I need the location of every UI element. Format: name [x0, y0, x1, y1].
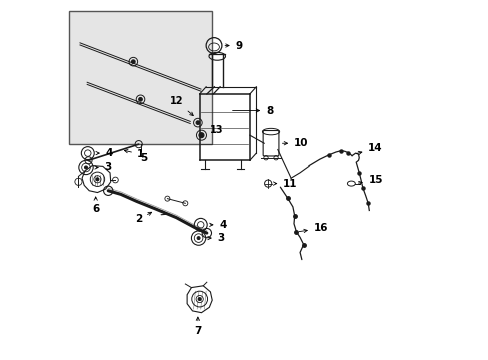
Text: 11: 11 [273, 179, 297, 189]
Text: 1: 1 [124, 149, 144, 159]
Text: 10: 10 [282, 138, 308, 148]
Text: 15: 15 [358, 175, 382, 185]
Text: 5: 5 [140, 153, 147, 163]
Text: 4: 4 [209, 220, 226, 230]
Circle shape [84, 166, 87, 169]
Text: 3: 3 [207, 233, 224, 243]
Text: 13: 13 [210, 125, 224, 135]
Text: 4: 4 [96, 148, 113, 158]
Circle shape [198, 298, 201, 301]
Text: 9: 9 [224, 41, 242, 50]
Circle shape [139, 98, 142, 101]
Text: 6: 6 [92, 197, 99, 215]
Text: 16: 16 [299, 224, 327, 233]
Circle shape [196, 121, 199, 125]
Text: 8: 8 [232, 105, 273, 116]
Text: 7: 7 [194, 317, 201, 336]
Text: 12: 12 [170, 96, 193, 116]
Circle shape [96, 178, 99, 181]
Circle shape [131, 60, 135, 63]
FancyBboxPatch shape [69, 12, 212, 144]
Circle shape [197, 237, 200, 239]
Text: 2: 2 [135, 212, 151, 224]
Text: 14: 14 [356, 143, 382, 154]
Circle shape [199, 133, 203, 138]
Text: 3: 3 [95, 162, 112, 172]
